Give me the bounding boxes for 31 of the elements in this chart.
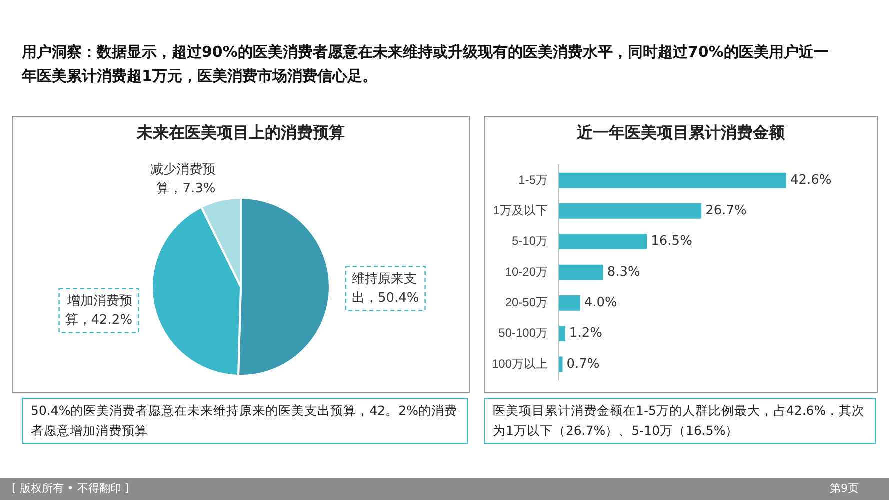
y-tick-label: 50-100万 <box>498 326 548 340</box>
y-tick-label: 20-50万 <box>505 295 548 310</box>
data-label: 42.6% <box>790 172 832 188</box>
slice-label: 增加消费预算，42.2% <box>65 294 133 328</box>
bar <box>559 356 563 372</box>
text: [ 版权所有 • 不得翻印 ] <box>12 481 130 497</box>
text: 用户洞察：数据显示，超过90%的医美消费者愿意在未来维持或升级现有的医美消费水平，同时超过70%的医美用户近一年医美累计消费超1万元，医美消费市场消费信心足。 <box>22 42 830 87</box>
bar <box>559 264 604 280</box>
chart-title: 未来在医美项目上的消费预算 <box>136 123 346 144</box>
data-label: 4.0% <box>584 296 618 311</box>
y-tick-label: 1-5万 <box>518 172 548 187</box>
y-tick-label: 5-10万 <box>512 234 548 248</box>
data-label: 16.5% <box>651 234 692 250</box>
text: 第9页 <box>830 481 859 497</box>
data-label: 0.7% <box>566 356 600 372</box>
chart-title: 近一年医美项目累计消费金额 <box>576 123 786 144</box>
bar <box>559 295 580 311</box>
text: 50.4%的医美消费者愿意在未来维持原来的医美支出预算，42。2%的消费者愿意增加消费预算 <box>22 398 468 444</box>
y-tick-label: 1万及以下 <box>493 204 548 218</box>
slice-label: 维持原来支出，50.4% <box>352 272 420 306</box>
text: 医美项目累计消费金额在1-5万的人群比例最大，占42.6%，其次为1万以下（26.7%）、5-10万（16.5%） <box>484 398 876 444</box>
bar <box>559 204 702 219</box>
bar <box>559 172 786 188</box>
bar <box>559 234 648 250</box>
data-label: 8.3% <box>607 264 640 280</box>
data-label: 26.7% <box>706 204 747 219</box>
slice-label: 减少消费预算，7.3% <box>150 162 216 196</box>
y-tick-label: 100万以上 <box>492 356 548 371</box>
bar <box>559 326 566 342</box>
data-label: 1.2% <box>569 326 602 342</box>
y-tick-label: 10-20万 <box>505 264 548 279</box>
